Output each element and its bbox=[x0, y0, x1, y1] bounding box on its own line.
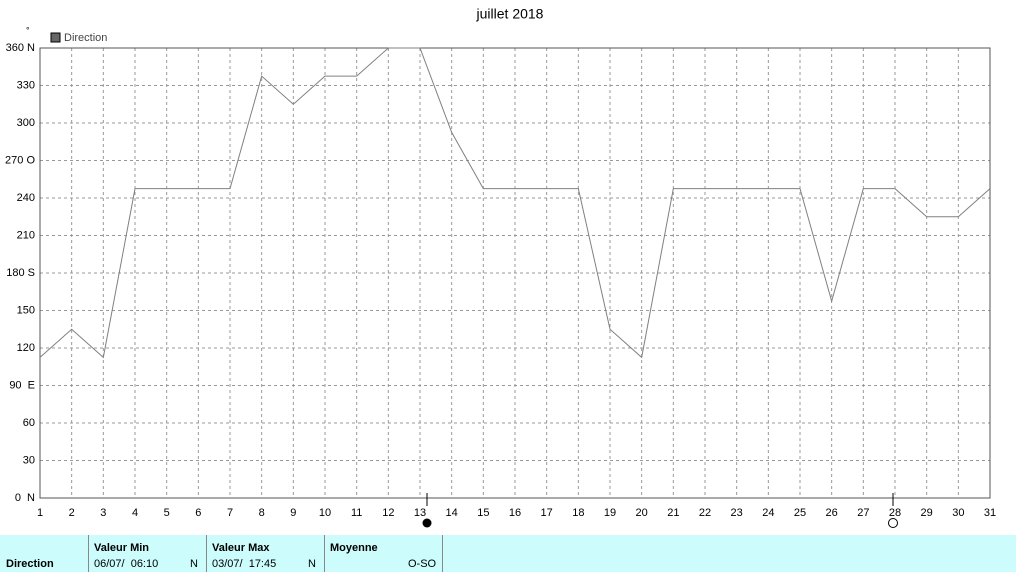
y-tick-label: 30 bbox=[23, 454, 35, 466]
x-tick-label: 23 bbox=[731, 507, 743, 519]
sep bbox=[324, 535, 325, 572]
y-tick-label: 360 N bbox=[6, 42, 35, 54]
y-tick-label: 120 bbox=[17, 342, 35, 354]
y-tick-label: 270 O bbox=[5, 154, 35, 166]
x-tick-label: 18 bbox=[572, 507, 584, 519]
x-tick-label: 19 bbox=[604, 507, 616, 519]
x-tick-label: 3 bbox=[100, 507, 106, 519]
y-tick-label: 240 bbox=[17, 192, 35, 204]
cell-value: 06/07/ 06:10 bbox=[94, 558, 159, 570]
col-header: Moyenne bbox=[330, 542, 378, 554]
legend-swatch bbox=[50, 32, 61, 43]
cell-value: 03/07/ 17:45 bbox=[212, 558, 277, 570]
x-tick-label: 28 bbox=[889, 507, 901, 519]
y-tick-label: 0 N bbox=[15, 492, 35, 504]
x-tick-label: 17 bbox=[541, 507, 553, 519]
cell-value: O-SO bbox=[408, 558, 437, 570]
sep bbox=[442, 535, 443, 572]
col-header: Valeur Max bbox=[212, 542, 270, 554]
x-tick-label: 4 bbox=[132, 507, 138, 519]
x-tick-label: 13 bbox=[414, 507, 426, 519]
x-tick-label: 30 bbox=[952, 507, 964, 519]
x-tick-label: 6 bbox=[195, 507, 201, 519]
sep bbox=[206, 535, 207, 572]
x-tick-label: 31 bbox=[984, 507, 996, 519]
x-tick-label: 21 bbox=[667, 507, 679, 519]
plot-frame bbox=[39, 47, 991, 499]
new-moon-icon bbox=[422, 518, 432, 528]
x-tick-label: 9 bbox=[290, 507, 296, 519]
cell-dir: N bbox=[308, 558, 316, 570]
stats-panel: Direction Valeur Min 06/07/ 06:10 N Vale… bbox=[0, 535, 1016, 572]
x-tick-label: 11 bbox=[351, 507, 362, 519]
x-tick-label: 1 bbox=[37, 507, 43, 519]
y-tick-label: 180 S bbox=[6, 267, 35, 279]
legend-label: Direction bbox=[64, 32, 107, 44]
y-tick-label: 60 bbox=[23, 417, 35, 429]
y-unit: ° bbox=[26, 25, 30, 35]
row-label: Direction bbox=[6, 558, 54, 570]
x-tick-label: 10 bbox=[319, 507, 331, 519]
y-tick-label: 150 bbox=[17, 304, 35, 316]
y-tick-label: 90 E bbox=[9, 379, 35, 391]
y-tick-label: 330 bbox=[17, 79, 35, 91]
x-tick-label: 22 bbox=[699, 507, 711, 519]
x-tick-label: 29 bbox=[921, 507, 933, 519]
y-tick-label: 210 bbox=[17, 229, 35, 241]
full-moon-icon bbox=[888, 518, 898, 528]
x-tick-label: 26 bbox=[826, 507, 838, 519]
x-tick-label: 8 bbox=[259, 507, 265, 519]
x-tick-label: 12 bbox=[382, 507, 394, 519]
x-tick-label: 16 bbox=[509, 507, 521, 519]
col-header: Valeur Min bbox=[94, 542, 150, 554]
x-tick-label: 2 bbox=[69, 507, 75, 519]
x-tick-label: 25 bbox=[794, 507, 806, 519]
chart-title: juillet 2018 bbox=[476, 6, 544, 22]
cell-dir: N bbox=[190, 558, 198, 570]
x-tick-label: 7 bbox=[227, 507, 233, 519]
data-line bbox=[39, 47, 991, 359]
x-tick-label: 20 bbox=[636, 507, 648, 519]
y-tick-label: 300 bbox=[17, 117, 35, 129]
x-tick-label: 27 bbox=[857, 507, 869, 519]
x-tick-label: 15 bbox=[477, 507, 489, 519]
sep bbox=[88, 535, 89, 572]
x-tick-label: 14 bbox=[446, 507, 458, 519]
x-tick-label: 5 bbox=[164, 507, 170, 519]
x-tick-label: 24 bbox=[762, 507, 774, 519]
